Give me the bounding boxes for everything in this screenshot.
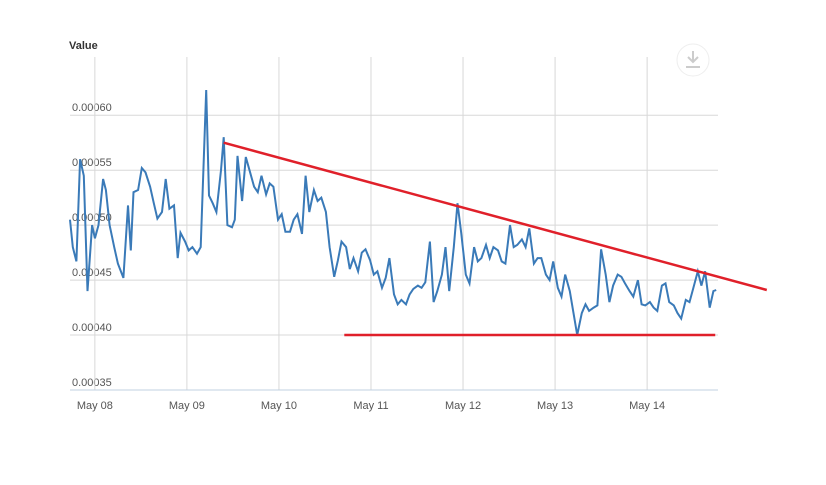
- y-tick-label: 0.00050: [72, 212, 112, 224]
- x-tick-label: May 13: [537, 400, 573, 412]
- x-tick-label: May 11: [353, 400, 388, 412]
- x-tick-label: May 08: [77, 400, 113, 412]
- download-icon[interactable]: [686, 51, 700, 68]
- y-axis-title: Value: [69, 40, 98, 52]
- x-tick-label: May 14: [629, 400, 665, 412]
- trend-line: [223, 141, 768, 292]
- y-tick-label: 0.00035: [72, 377, 112, 389]
- x-tick-label: May 10: [261, 400, 297, 412]
- x-tick-label: May 09: [169, 400, 205, 412]
- y-tick-label: 0.00060: [72, 102, 112, 114]
- data-line: [69, 89, 717, 336]
- y-tick-label: 0.00040: [72, 322, 112, 334]
- y-tick-label: 0.00045: [72, 267, 112, 279]
- y-tick-label: 0.00055: [72, 157, 112, 169]
- download-button[interactable]: [676, 43, 710, 77]
- x-tick-label: May 12: [445, 400, 481, 412]
